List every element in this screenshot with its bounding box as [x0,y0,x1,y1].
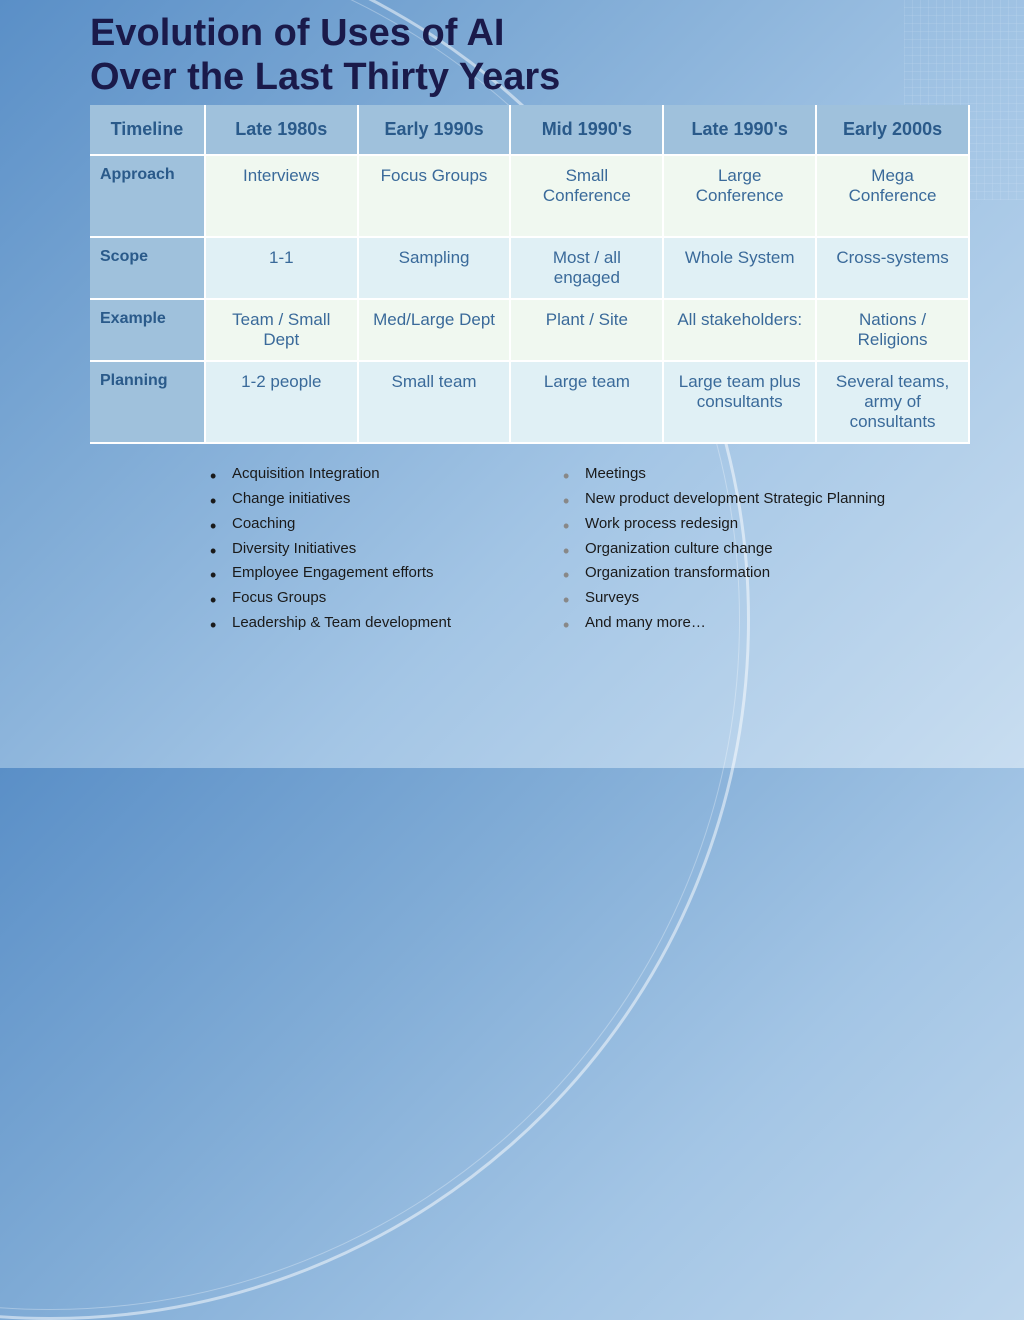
table-row: Approach Interviews Focus Groups Small C… [90,155,969,237]
title-line-2: Over the Last Thirty Years [90,56,560,98]
list-item: New product development Strategic Planni… [563,487,974,512]
cell: Mega Conference [816,155,969,237]
list-item: Acquisition Integration [210,462,533,487]
bullet-list-left: Acquisition Integration Change initiativ… [210,462,533,635]
table-row: Planning 1-2 people Small team Large tea… [90,361,969,443]
cell: Med/Large Dept [358,299,511,361]
list-item: Focus Groups [210,586,533,611]
cell: Small Conference [510,155,663,237]
slide-title: Evolution of Uses of AI Over the Last Th… [90,12,974,99]
table-header-row: Timeline Late 1980s Early 1990s Mid 1990… [90,105,969,155]
col-early-2000s: Early 2000s [816,105,969,155]
list-item: Work process redesign [563,512,974,537]
row-label-scope: Scope [90,237,205,299]
col-early-1990s: Early 1990s [358,105,511,155]
cell: Large Conference [663,155,816,237]
cell: 1-1 [205,237,358,299]
row-label-planning: Planning [90,361,205,443]
cell: Nations / Religions [816,299,969,361]
col-timeline: Timeline [90,105,205,155]
list-item: Organization transformation [563,561,974,586]
list-item: Leadership & Team development [210,611,533,636]
cell: All stakeholders: [663,299,816,361]
list-item: Employee Engagement efforts [210,561,533,586]
cell: Large team [510,361,663,443]
cell: Focus Groups [358,155,511,237]
col-late-1990s: Late 1990's [663,105,816,155]
cell: Plant / Site [510,299,663,361]
cell: Most / all engaged [510,237,663,299]
list-item: Organization culture change [563,537,974,562]
evolution-table: Timeline Late 1980s Early 1990s Mid 1990… [90,105,970,444]
cell: Interviews [205,155,358,237]
list-item: Meetings [563,462,974,487]
cell: Team / Small Dept [205,299,358,361]
row-label-approach: Approach [90,155,205,237]
title-line-1: Evolution of Uses of AI [90,12,505,54]
col-late-1980s: Late 1980s [205,105,358,155]
cell: Whole System [663,237,816,299]
table-row: Example Team / Small Dept Med/Large Dept… [90,299,969,361]
slide-content: Evolution of Uses of AI Over the Last Th… [0,0,1024,656]
list-item: Change initiatives [210,487,533,512]
row-label-example: Example [90,299,205,361]
cell: Cross-systems [816,237,969,299]
list-item: Coaching [210,512,533,537]
cell: Small team [358,361,511,443]
list-item: Diversity Initiatives [210,537,533,562]
cell: 1-2 people [205,361,358,443]
bullet-lists: Acquisition Integration Change initiativ… [210,462,974,635]
bullet-list-right: Meetings New product development Strateg… [563,462,974,635]
cell: Sampling [358,237,511,299]
col-mid-1990s: Mid 1990's [510,105,663,155]
list-item: Surveys [563,586,974,611]
list-item: And many more… [563,611,974,636]
table-row: Scope 1-1 Sampling Most / all engaged Wh… [90,237,969,299]
cell: Large team plus consultants [663,361,816,443]
cell: Several teams, army of consultants [816,361,969,443]
